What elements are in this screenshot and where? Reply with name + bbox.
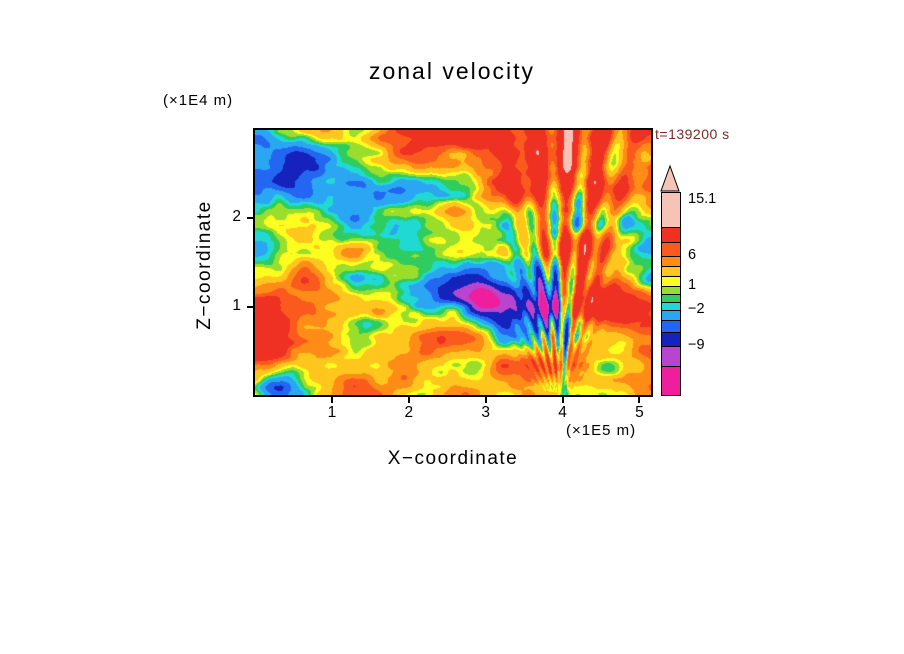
- colorbar: [661, 192, 681, 396]
- x-axis-unit: (×1E5 m): [566, 422, 637, 439]
- colorbar-arrow-tip-icon: [660, 165, 680, 192]
- y-axis-unit: (×1E4 m): [163, 92, 234, 109]
- x-axis-label: X−coordinate: [387, 448, 519, 469]
- x-tick: [561, 397, 564, 403]
- colorbar-segment: [662, 366, 680, 395]
- colorbar-label: −9: [688, 337, 705, 353]
- y-tick-label: 2: [232, 208, 241, 226]
- colorbar-segment: [662, 242, 680, 256]
- x-tick-label: 2: [404, 404, 414, 421]
- colorbar-segment: [662, 294, 680, 302]
- heatmap-canvas: [255, 130, 651, 395]
- colorbar-label: 15.1: [688, 191, 717, 207]
- y-tick-label: 1: [232, 296, 241, 314]
- y-tick: [247, 305, 253, 308]
- plot-frame: [253, 128, 653, 397]
- chart-title: zonal velocity: [368, 58, 536, 84]
- colorbar-label: −2: [688, 301, 705, 317]
- colorbar-segment: [662, 302, 680, 310]
- colorbar-segment: [662, 310, 680, 320]
- colorbar-segment: [662, 227, 680, 242]
- x-tick: [330, 397, 333, 403]
- x-tick-label: 5: [635, 404, 644, 421]
- x-tick: [638, 397, 641, 403]
- colorbar-segment: [662, 346, 680, 366]
- colorbar-label: 1: [688, 277, 697, 293]
- x-tick: [407, 397, 410, 403]
- y-tick: [247, 217, 253, 220]
- colorbar-segment: [662, 256, 680, 266]
- time-stamp: t=139200 s: [655, 126, 730, 142]
- colorbar-label: 6: [688, 247, 697, 263]
- x-tick-label: 3: [481, 404, 490, 421]
- colorbar-segment: [662, 332, 680, 346]
- colorbar-segment: [662, 276, 680, 286]
- colorbar-segment: [662, 193, 680, 227]
- x-tick-label: 1: [327, 404, 337, 421]
- colorbar-segment: [662, 286, 680, 294]
- x-tick-label: 4: [558, 404, 567, 421]
- colorbar-segment: [662, 320, 680, 332]
- x-tick: [484, 397, 487, 403]
- colorbar-segment: [662, 266, 680, 276]
